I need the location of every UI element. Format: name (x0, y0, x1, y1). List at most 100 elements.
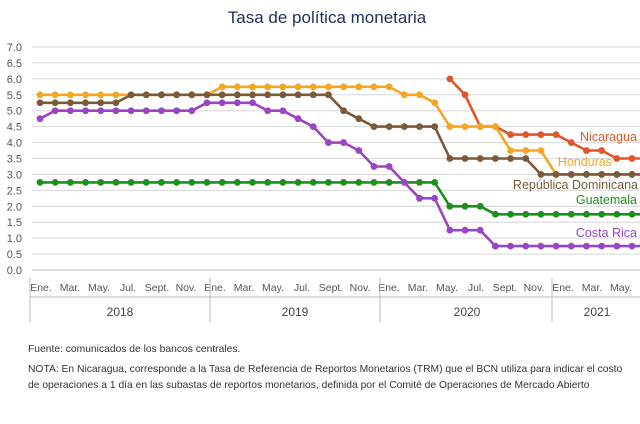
x-year-label: 2020 (454, 305, 481, 319)
data-point (431, 99, 439, 107)
x-year-label: 2021 (584, 305, 611, 319)
y-tick-label: 4.0 (7, 138, 22, 150)
series-label: República Dominicana (513, 178, 638, 192)
data-point (370, 83, 378, 91)
data-point (476, 226, 484, 234)
footnote: NOTA: En Nicaragua, corresponde a la Tas… (28, 364, 623, 391)
data-point (82, 91, 89, 99)
x-tick-label: Ene. (204, 282, 226, 294)
x-tick-label: Jul. (294, 282, 310, 294)
data-point (325, 83, 332, 91)
x-tick-label: Mar. (408, 282, 428, 294)
data-point (340, 83, 347, 91)
data-point (583, 147, 590, 154)
data-point (476, 202, 484, 210)
data-point (446, 123, 454, 131)
data-point (522, 155, 530, 162)
x-tick-label: Jul. (468, 282, 484, 294)
data-point (613, 171, 621, 178)
data-point (188, 178, 196, 186)
y-tick-label: 2.5 (7, 185, 22, 197)
data-point (294, 91, 302, 99)
data-point (218, 99, 226, 107)
data-point (264, 91, 272, 99)
data-point (294, 178, 302, 186)
x-tick-label: Nov. (350, 282, 371, 294)
series-label: Costa Rica (576, 226, 637, 240)
data-point (507, 147, 514, 154)
y-tick-label: 5.0 (7, 106, 22, 118)
data-point (233, 83, 241, 91)
data-point (567, 171, 575, 178)
data-point (66, 99, 74, 107)
data-point (552, 242, 560, 250)
y-tick-label: 6.5 (7, 58, 22, 70)
data-point (36, 99, 44, 107)
y-tick-label: 3.0 (7, 169, 22, 181)
data-point (309, 178, 317, 186)
x-tick-label: Nov. (176, 282, 197, 294)
data-point (598, 147, 606, 154)
data-point (325, 139, 332, 146)
data-point (112, 91, 120, 99)
data-point (203, 99, 211, 107)
data-point (552, 131, 560, 139)
data-point (158, 107, 165, 115)
data-point (264, 178, 272, 186)
y-tick-label: 3.5 (7, 154, 22, 166)
data-point (583, 242, 590, 250)
data-point (325, 91, 332, 99)
data-point (507, 210, 514, 218)
data-point (82, 107, 89, 115)
x-tick-label: Ene. (552, 282, 574, 294)
data-point (476, 123, 484, 131)
x-tick-label: May. (436, 282, 458, 294)
data-point (628, 242, 636, 250)
data-point (66, 178, 74, 186)
x-tick-label: Sept. (145, 282, 170, 294)
data-point (355, 83, 363, 91)
data-point (218, 83, 226, 91)
data-point (431, 194, 439, 202)
data-point (492, 123, 499, 131)
data-point (537, 242, 545, 250)
data-point (142, 178, 150, 186)
data-point (112, 99, 120, 107)
data-point (127, 91, 135, 99)
data-point (188, 91, 196, 99)
data-point (97, 99, 105, 107)
data-point (203, 178, 211, 186)
data-point (82, 99, 89, 107)
data-point (127, 178, 135, 186)
data-point (522, 242, 530, 250)
data-point (507, 131, 514, 139)
series-line (40, 85, 640, 176)
data-point (309, 91, 317, 99)
data-point (537, 210, 545, 218)
data-point (400, 123, 408, 131)
data-point (522, 210, 530, 218)
data-point (97, 178, 105, 186)
x-tick-label: Mar. (60, 282, 80, 294)
data-point (279, 107, 287, 115)
y-tick-label: 7.0 (7, 42, 22, 54)
data-point (537, 131, 545, 139)
y-tick-label: 0.0 (7, 265, 22, 277)
data-point (476, 155, 484, 162)
data-point (340, 107, 347, 115)
data-point (309, 123, 317, 131)
chart-title: Tasa de política monetaria (228, 8, 427, 27)
series-costa-rica: Costa Rica (36, 99, 640, 250)
data-point (416, 194, 423, 202)
x-tick-label: Mar. (582, 282, 602, 294)
data-point (142, 107, 150, 115)
data-point (294, 83, 302, 91)
x-tick-label: Ene. (30, 282, 52, 294)
data-point (112, 107, 120, 115)
data-point (567, 242, 575, 250)
x-axis: Ene. Mar. May. Jul. Sept. Nov. Ene. Mar. May. Jul… (29, 269, 640, 322)
data-point (264, 107, 272, 115)
data-point (461, 155, 469, 162)
data-point (249, 178, 256, 186)
data-point (173, 91, 181, 99)
